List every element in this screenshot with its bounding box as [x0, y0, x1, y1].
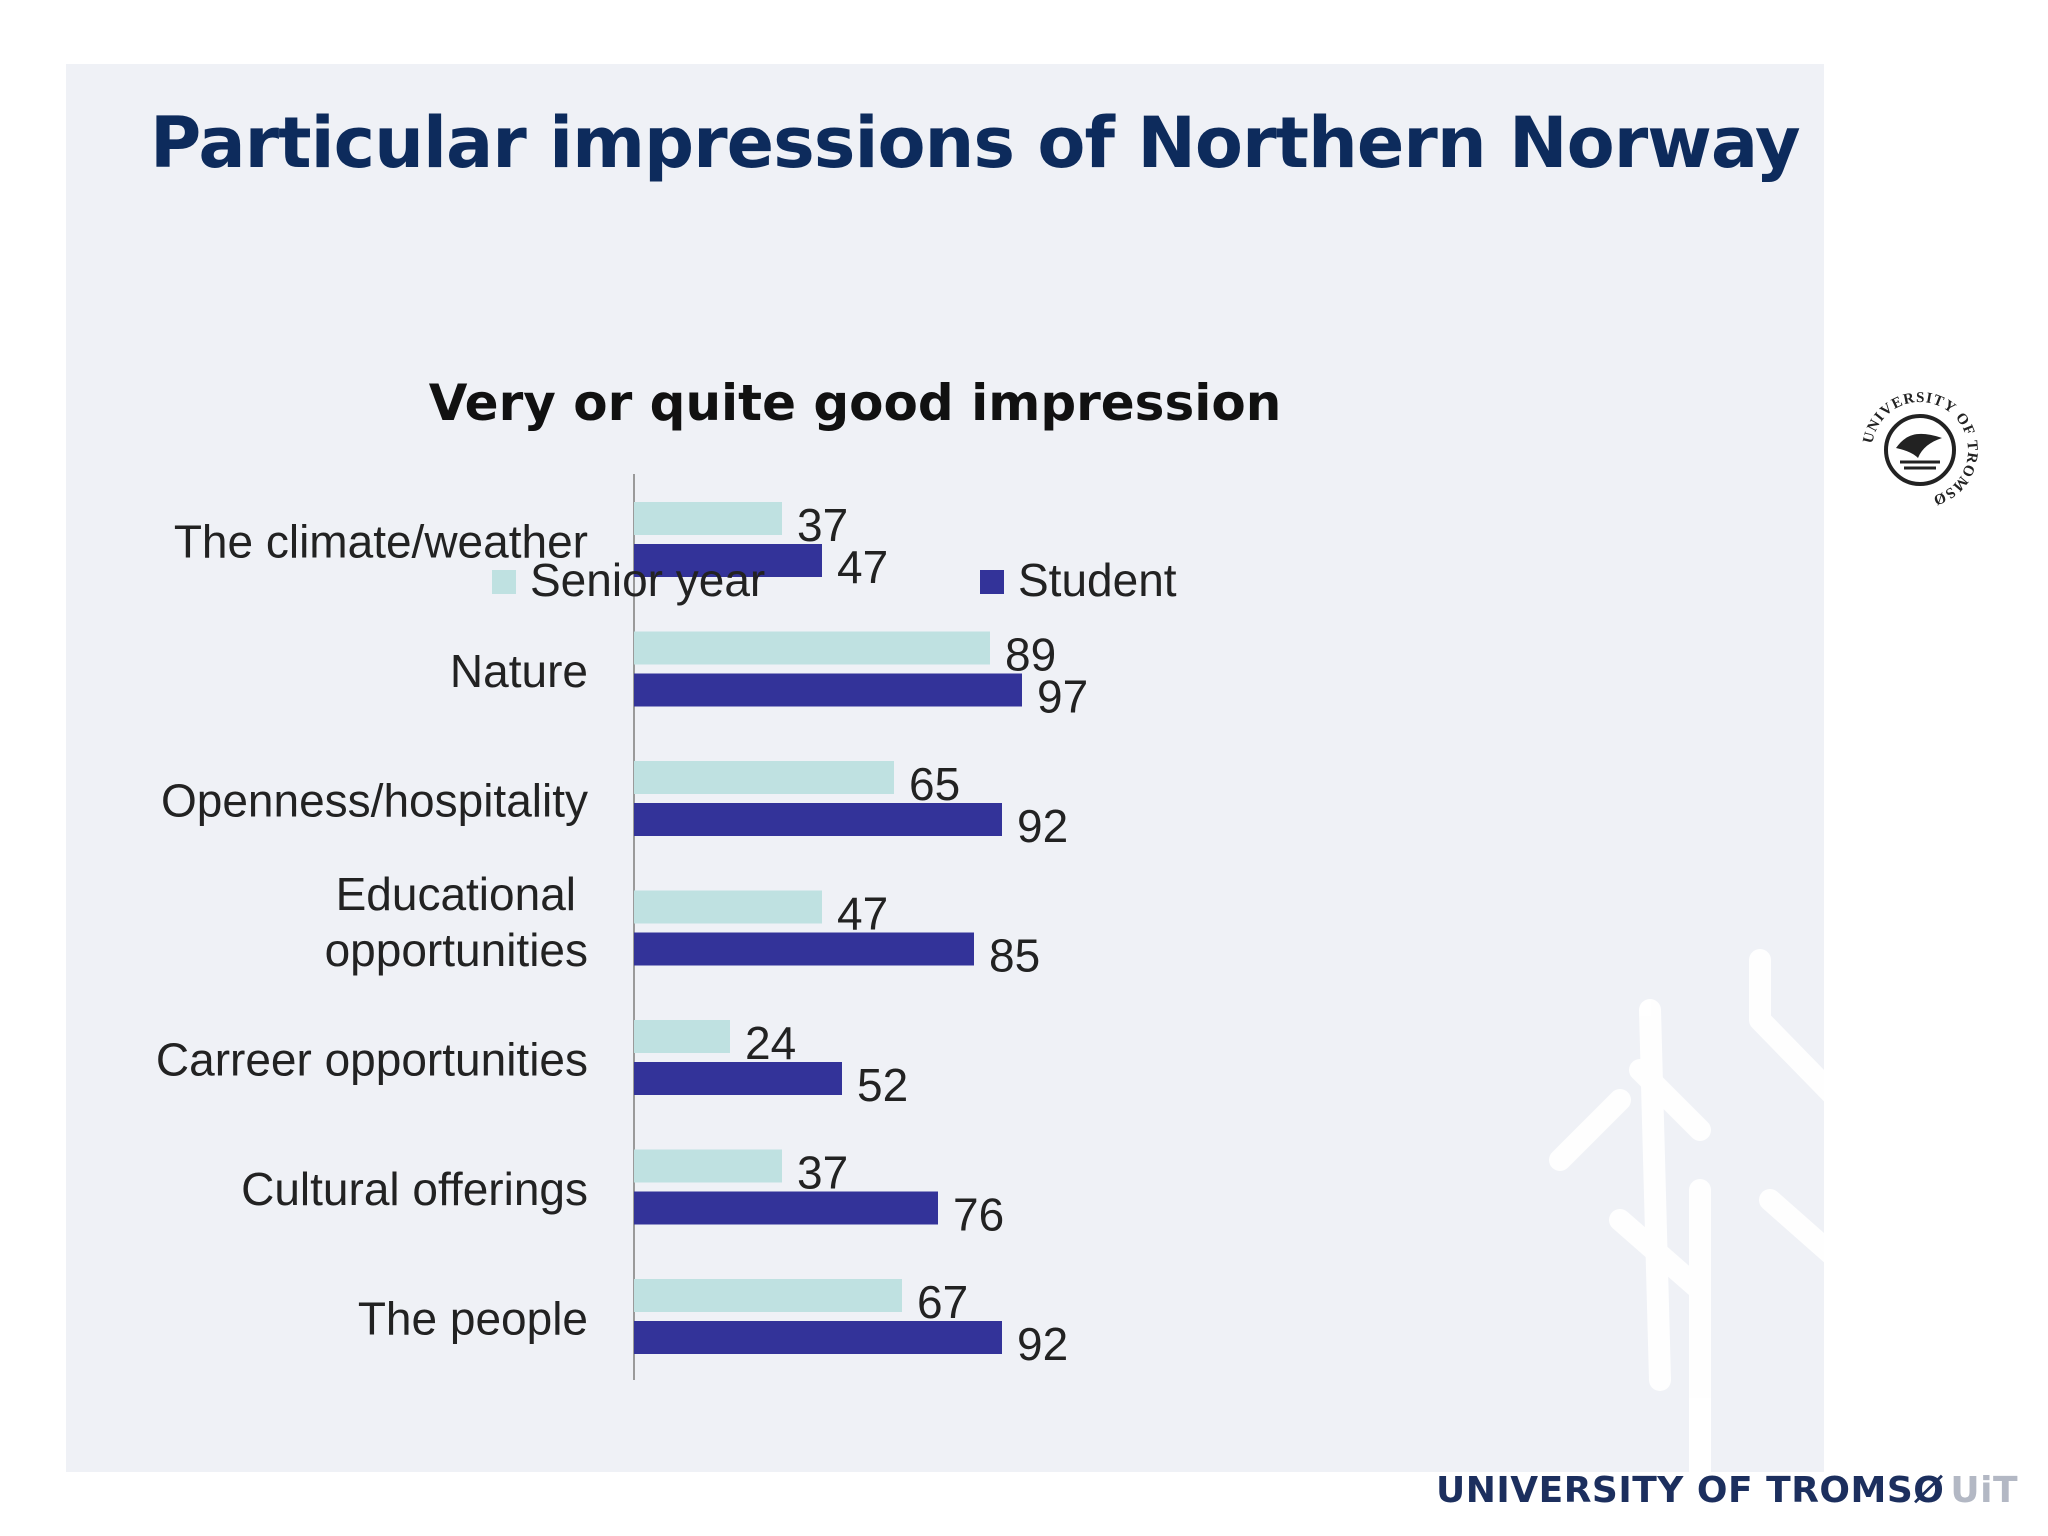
category-label: Nature — [450, 645, 588, 697]
legend-label: Senior year — [530, 554, 765, 606]
student-bar — [634, 1321, 1002, 1354]
category-label: Cultural offerings — [241, 1163, 588, 1215]
senior-year-value-label: 24 — [745, 1017, 796, 1069]
senior-year-value-label: 47 — [837, 888, 888, 940]
slide-title: Particular impressions of Northern Norwa… — [150, 102, 1801, 184]
senior-year-value-label: 65 — [909, 758, 960, 810]
senior-year-value-label: 37 — [797, 1147, 848, 1199]
senior-year-bar — [634, 1020, 730, 1053]
senior-year-value-label: 37 — [797, 499, 848, 551]
student-value-label: 76 — [953, 1189, 1004, 1241]
slide-panel — [66, 64, 1824, 1472]
student-value-label: 97 — [1037, 671, 1088, 723]
footer-uit-logo: UiT — [1950, 1470, 2019, 1511]
student-value-label: 85 — [989, 930, 1040, 982]
legend-label: Student — [1018, 554, 1177, 606]
category-label: Openness/hospitality — [161, 775, 588, 827]
student-value-label: 47 — [837, 541, 888, 593]
student-bar — [634, 932, 974, 966]
senior-year-value-label: 89 — [1005, 629, 1056, 681]
footer-university-name: UNIVERSITY OF TROMSØ — [1436, 1470, 1945, 1511]
legend-swatch — [980, 570, 1004, 594]
senior-year-bar — [634, 890, 822, 924]
senior-year-bar — [634, 1149, 782, 1183]
category-label: Carreer opportunities — [156, 1034, 588, 1086]
student-value-label: 92 — [1017, 1318, 1068, 1370]
university-seal: UNIVERSITY OF TROMSØ — [1852, 382, 1988, 518]
category-label: Educational opportunities — [325, 868, 588, 976]
student-bar — [634, 673, 1022, 707]
senior-year-bar — [634, 631, 990, 665]
senior-year-bar — [634, 502, 782, 535]
student-bar — [634, 1191, 938, 1225]
category-label: The people — [358, 1293, 588, 1345]
senior-year-bar — [634, 1279, 902, 1312]
senior-year-bar — [634, 761, 894, 794]
senior-year-value-label: 67 — [917, 1276, 968, 1328]
legend-swatch — [492, 570, 516, 594]
student-bar — [634, 1062, 842, 1095]
student-value-label: 92 — [1017, 800, 1068, 852]
student-value-label: 52 — [857, 1059, 908, 1111]
category-label: The climate/weather — [174, 516, 588, 568]
student-bar — [634, 544, 822, 577]
chart-title: Very or quite good impression — [429, 374, 1282, 432]
student-bar — [634, 803, 1002, 836]
footer-brand: UNIVERSITY OF TROMSØ UiT — [1436, 1470, 2018, 1511]
